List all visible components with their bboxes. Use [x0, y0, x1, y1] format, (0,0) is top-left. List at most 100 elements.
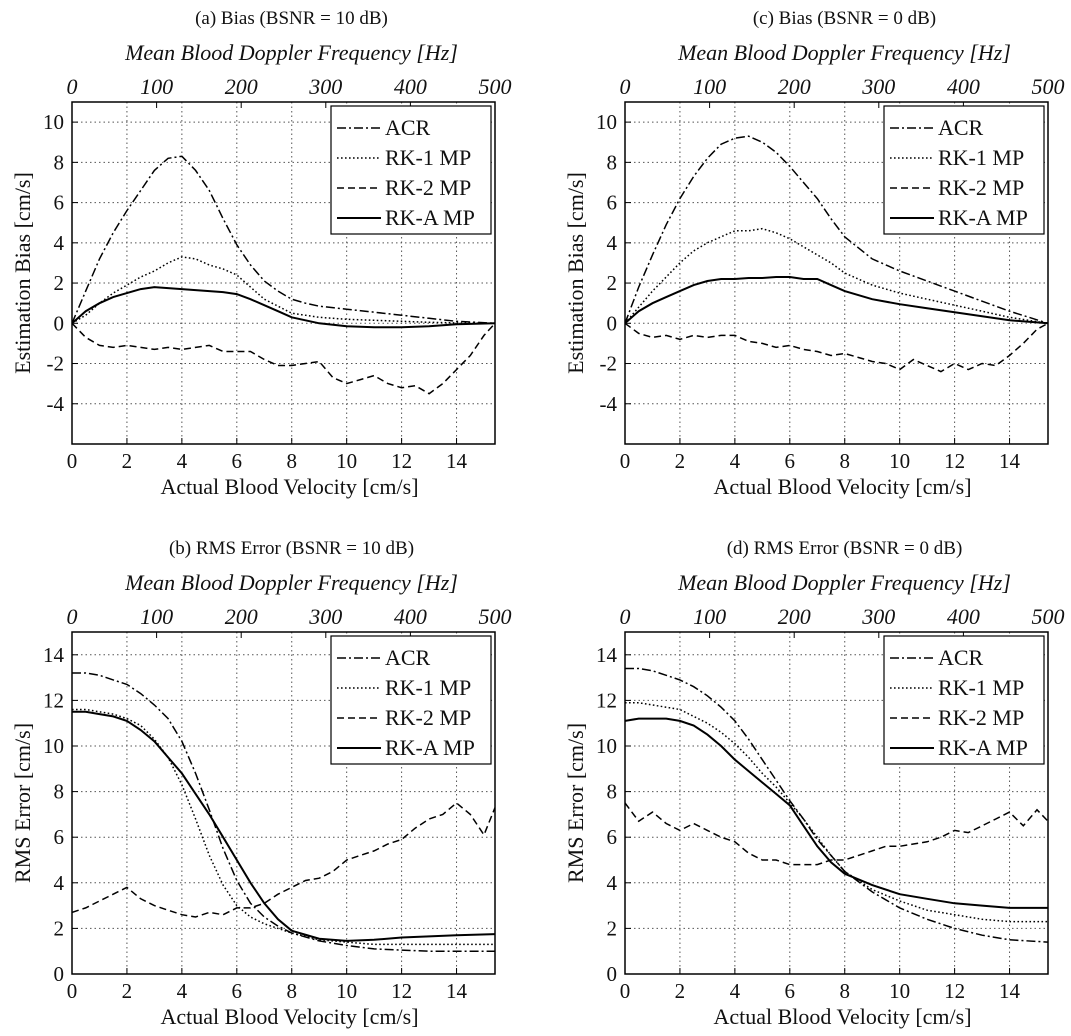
y-tick-label: 0	[607, 311, 618, 335]
y-tick-label: 0	[54, 311, 65, 335]
top-axis-label: Mean Blood Doppler Frequency [Hz]	[677, 570, 1011, 595]
x-axis-label: Actual Blood Velocity [cm/s]	[160, 1004, 418, 1029]
y-tick-label: 12	[43, 688, 64, 712]
y-tick-label: -4	[47, 392, 65, 416]
top-tick-label: 100	[693, 604, 726, 629]
legend-label: RK-A MP	[385, 735, 475, 760]
y-tick-label: -2	[600, 352, 618, 376]
series-line-rk-a-mp	[72, 286, 495, 329]
series-line-rk-a-mp	[625, 276, 1048, 325]
series-line-rk-a-mp	[625, 717, 1048, 909]
y-tick-label: 8	[54, 780, 65, 804]
series-line-rk-2-mp	[72, 802, 495, 918]
x-tick-label: 10	[336, 449, 357, 473]
top-tick-label: 400	[947, 74, 980, 99]
x-axis-label: Actual Blood Velocity [cm/s]	[713, 474, 971, 499]
legend-label: ACR	[938, 645, 984, 670]
top-tick-label: 100	[693, 74, 726, 99]
y-tick-label: -4	[600, 392, 618, 416]
y-tick-label: 4	[607, 871, 618, 895]
x-tick-label: 2	[675, 979, 686, 1003]
x-tick-label: 0	[67, 449, 78, 473]
top-axis-label: Mean Blood Doppler Frequency [Hz]	[677, 40, 1011, 65]
x-tick-label: 12	[944, 979, 965, 1003]
series-line-rk-1-mp	[72, 256, 495, 325]
series-line-rk-2-mp	[72, 322, 495, 395]
top-tick-label: 300	[861, 74, 895, 99]
y-tick-label: 6	[54, 191, 65, 215]
x-tick-label: 12	[391, 979, 412, 1003]
y-tick-label: 6	[54, 825, 65, 849]
y-axis-label: RMS Error [cm/s]	[563, 723, 588, 883]
chart-title: (d) RMS Error (BSNR = 0 dB)	[727, 538, 963, 559]
legend-label: RK-1 MP	[938, 145, 1024, 170]
top-tick-label: 100	[140, 604, 173, 629]
top-tick-label: 0	[620, 74, 631, 99]
top-tick-label: 300	[308, 74, 342, 99]
legend-label: ACR	[938, 115, 984, 140]
y-tick-label: 6	[607, 191, 618, 215]
x-tick-label: 4	[177, 979, 188, 1003]
top-tick-label: 200	[778, 604, 811, 629]
x-tick-label: 8	[839, 449, 850, 473]
x-tick-label: 14	[999, 979, 1021, 1003]
legend-label: RK-2 MP	[385, 175, 471, 200]
top-tick-label: 400	[394, 74, 427, 99]
x-tick-label: 4	[730, 449, 741, 473]
chart-panel-d: (d) RMS Error (BSNR = 0 dB) Mean Blood Do…	[563, 538, 1065, 1029]
series-line-acr	[625, 667, 1048, 943]
legend: ACR RK-1 MP RK-2 MP RK-A MP	[330, 635, 492, 765]
y-axis-label: RMS Error [cm/s]	[10, 723, 35, 883]
chart-title: (b) RMS Error (BSNR = 10 dB)	[169, 538, 414, 559]
legend: ACR RK-1 MP RK-2 MP RK-A MP	[330, 105, 492, 235]
y-tick-label: 8	[54, 150, 65, 174]
y-tick-label: 4	[54, 871, 65, 895]
y-tick-label: 0	[607, 962, 618, 986]
legend-label: ACR	[385, 115, 431, 140]
x-tick-label: 6	[232, 979, 243, 1003]
y-tick-label: 14	[596, 643, 618, 667]
y-tick-label: 6	[607, 825, 618, 849]
chart-panel-a: (a) Bias (BSNR = 10 dB) Mean Blood Dopple…	[10, 8, 512, 499]
y-tick-label: 10	[43, 734, 64, 758]
x-tick-label: 6	[232, 449, 243, 473]
grid	[625, 102, 1048, 444]
x-tick-label: 4	[730, 979, 741, 1003]
legend-label: RK-1 MP	[938, 675, 1024, 700]
top-tick-label: 0	[67, 74, 78, 99]
x-tick-label: 0	[67, 979, 78, 1003]
top-axis-label: Mean Blood Doppler Frequency [Hz]	[124, 570, 458, 595]
top-tick-label: 500	[479, 604, 512, 629]
chart-title: (c) Bias (BSNR = 0 dB)	[753, 8, 936, 29]
x-axis-label: Actual Blood Velocity [cm/s]	[160, 474, 418, 499]
y-tick-label: 2	[54, 271, 65, 295]
y-tick-label: 8	[607, 780, 618, 804]
top-tick-label: 200	[225, 74, 258, 99]
top-tick-label: 400	[394, 604, 427, 629]
y-tick-label: 10	[596, 734, 617, 758]
legend-label: RK-A MP	[385, 205, 475, 230]
x-tick-label: 8	[286, 979, 297, 1003]
chart-panel-b: (b) RMS Error (BSNR = 10 dB) Mean Blood D…	[10, 538, 512, 1029]
legend-label: RK-A MP	[938, 735, 1028, 760]
x-tick-label: 6	[785, 979, 796, 1003]
top-tick-label: 200	[225, 604, 258, 629]
y-axis-label: Estimation Bias [cm/s]	[563, 172, 588, 374]
top-tick-label: 300	[308, 604, 342, 629]
x-tick-label: 2	[122, 449, 133, 473]
x-tick-label: 12	[391, 449, 412, 473]
series-line-rk-1-mp	[625, 701, 1048, 923]
legend-label: RK-A MP	[938, 205, 1028, 230]
x-tick-label: 0	[620, 979, 631, 1003]
series-line-acr	[72, 155, 495, 325]
y-axis-label: Estimation Bias [cm/s]	[10, 172, 35, 374]
legend-label: ACR	[385, 645, 431, 670]
y-tick-label: -2	[47, 352, 65, 376]
top-tick-label: 500	[1032, 604, 1065, 629]
series-line-acr	[625, 135, 1048, 325]
chart-title: (a) Bias (BSNR = 10 dB)	[195, 8, 388, 29]
legend: ACR RK-1 MP RK-2 MP RK-A MP	[883, 635, 1045, 765]
series-line-rk-1-mp	[72, 708, 495, 946]
y-tick-label: 2	[54, 916, 65, 940]
legend-label: RK-2 MP	[938, 705, 1024, 730]
